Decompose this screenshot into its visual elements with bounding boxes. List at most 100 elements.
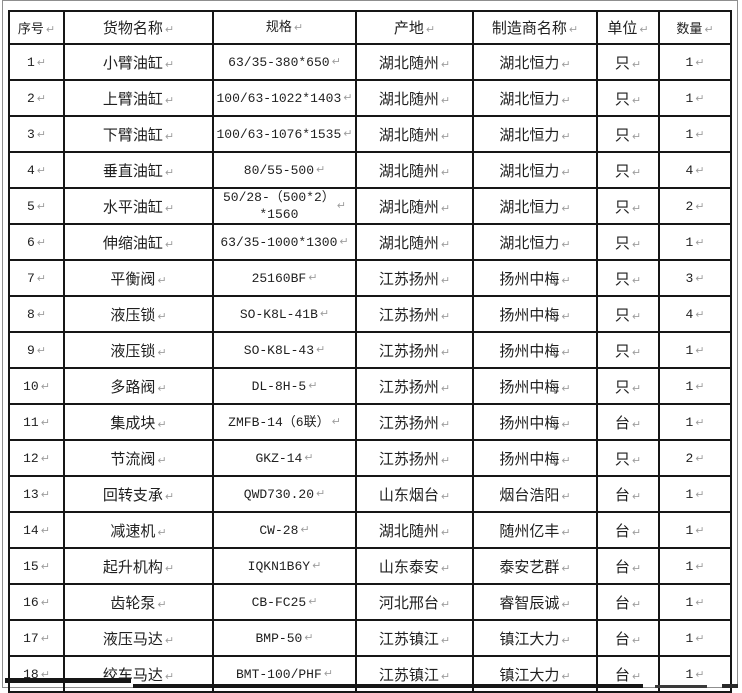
cell-qty[interactable]: 1 ↵: [658, 43, 732, 81]
cell-no[interactable]: 6 ↵: [8, 223, 65, 261]
cell-manufacturer[interactable]: 湖北恒力 ↵: [472, 115, 598, 153]
cell-manufacturer[interactable]: 镇江大力 ↵: [472, 619, 598, 657]
cell-qty[interactable]: 1 ↵: [658, 115, 732, 153]
cell-origin[interactable]: 山东泰安 ↵: [355, 547, 474, 585]
cell-origin[interactable]: 湖北随州 ↵: [355, 187, 474, 225]
cell-origin[interactable]: 山东烟台 ↵: [355, 475, 474, 513]
cell-manufacturer[interactable]: 湖北恒力 ↵: [472, 223, 598, 261]
column-header-manufacturer[interactable]: 制造商名称 ↵: [472, 10, 598, 45]
cell-unit[interactable]: 只 ↵: [596, 331, 660, 369]
cell-spec[interactable]: 80/55-500 ↵: [212, 151, 357, 189]
cell-qty[interactable]: 3 ↵: [658, 259, 732, 297]
cell-no[interactable]: 12 ↵: [8, 439, 65, 477]
cell-name[interactable]: 水平油缸 ↵: [63, 187, 214, 225]
cell-name[interactable]: 集成块 ↵: [63, 403, 214, 441]
cell-unit[interactable]: 台 ↵: [596, 619, 660, 657]
cell-manufacturer[interactable]: 湖北恒力 ↵: [472, 43, 598, 81]
cell-name[interactable]: 液压锁 ↵: [63, 331, 214, 369]
cell-origin[interactable]: 湖北随州 ↵: [355, 223, 474, 261]
cell-unit[interactable]: 台 ↵: [596, 655, 660, 693]
cell-spec[interactable]: GKZ-14 ↵: [212, 439, 357, 477]
cell-unit[interactable]: 台 ↵: [596, 475, 660, 513]
cell-manufacturer[interactable]: 烟台浩阳 ↵: [472, 475, 598, 513]
cell-spec[interactable]: IQKN1B6Y ↵: [212, 547, 357, 585]
column-header-quantity[interactable]: 数量 ↵: [658, 10, 732, 45]
cell-spec[interactable]: SO-K8L-41B ↵: [212, 295, 357, 333]
cell-qty[interactable]: 2 ↵: [658, 187, 732, 225]
cell-name[interactable]: 节流阀 ↵: [63, 439, 214, 477]
cell-unit[interactable]: 台 ↵: [596, 583, 660, 621]
cell-manufacturer[interactable]: 湖北恒力 ↵: [472, 187, 598, 225]
cell-name[interactable]: 多路阀 ↵: [63, 367, 214, 405]
cell-manufacturer[interactable]: 泰安艺群 ↵: [472, 547, 598, 585]
cell-unit[interactable]: 只 ↵: [596, 151, 660, 189]
cell-no[interactable]: 10 ↵: [8, 367, 65, 405]
cell-origin[interactable]: 湖北随州 ↵: [355, 79, 474, 117]
cell-unit[interactable]: 台 ↵: [596, 547, 660, 585]
cell-no[interactable]: 17 ↵: [8, 619, 65, 657]
cell-no[interactable]: 9 ↵: [8, 331, 65, 369]
cell-origin[interactable]: 河北邢台 ↵: [355, 583, 474, 621]
cell-spec[interactable]: BMP-50 ↵: [212, 619, 357, 657]
cell-qty[interactable]: 1 ↵: [658, 619, 732, 657]
cell-spec[interactable]: CB-FC25 ↵: [212, 583, 357, 621]
cell-qty[interactable]: 2 ↵: [658, 439, 732, 477]
cell-origin[interactable]: 湖北随州 ↵: [355, 43, 474, 81]
cell-qty[interactable]: 1 ↵: [658, 331, 732, 369]
cell-no[interactable]: 14 ↵: [8, 511, 65, 549]
column-header-spec[interactable]: 规格 ↵: [212, 10, 357, 45]
cell-spec[interactable]: 63/35-1000*1300 ↵: [212, 223, 357, 261]
column-header-unit[interactable]: 单位 ↵: [596, 10, 660, 45]
cell-no[interactable]: 18 ↵: [8, 655, 65, 693]
cell-unit[interactable]: 只 ↵: [596, 259, 660, 297]
cell-origin[interactable]: 湖北随州 ↵: [355, 115, 474, 153]
cell-name[interactable]: 小臂油缸 ↵: [63, 43, 214, 81]
column-header-origin[interactable]: 产地 ↵: [355, 10, 474, 45]
cell-qty[interactable]: 1 ↵: [658, 79, 732, 117]
cell-spec[interactable]: CW-28 ↵: [212, 511, 357, 549]
cell-qty[interactable]: 4 ↵: [658, 151, 732, 189]
cell-name[interactable]: 上臂油缸 ↵: [63, 79, 214, 117]
cell-manufacturer[interactable]: 扬州中梅 ↵: [472, 295, 598, 333]
cell-origin[interactable]: 江苏镇江 ↵: [355, 619, 474, 657]
cell-qty[interactable]: 1 ↵: [658, 223, 732, 261]
cell-qty[interactable]: 1 ↵: [658, 403, 732, 441]
cell-spec[interactable]: 50/28-（500*2） *1560↵: [212, 187, 357, 225]
cell-spec[interactable]: SO-K8L-43 ↵: [212, 331, 357, 369]
cell-qty[interactable]: 1 ↵: [658, 367, 732, 405]
cell-spec[interactable]: 100/63-1022*1403 ↵: [212, 79, 357, 117]
column-header-serial[interactable]: 序号 ↵: [8, 10, 65, 45]
cell-manufacturer[interactable]: 睿智辰诚 ↵: [472, 583, 598, 621]
cell-manufacturer[interactable]: 扬州中梅 ↵: [472, 403, 598, 441]
cell-name[interactable]: 下臂油缸 ↵: [63, 115, 214, 153]
cell-unit[interactable]: 只 ↵: [596, 295, 660, 333]
cell-qty[interactable]: 1 ↵: [658, 547, 732, 585]
cell-spec[interactable]: ZMFB-14（6联） ↵: [212, 403, 357, 441]
cell-no[interactable]: 2 ↵: [8, 79, 65, 117]
cell-manufacturer[interactable]: 扬州中梅 ↵: [472, 259, 598, 297]
cell-unit[interactable]: 只 ↵: [596, 187, 660, 225]
cell-no[interactable]: 13 ↵: [8, 475, 65, 513]
cell-unit[interactable]: 台 ↵: [596, 403, 660, 441]
cell-manufacturer[interactable]: 扬州中梅 ↵: [472, 331, 598, 369]
cell-unit[interactable]: 只 ↵: [596, 367, 660, 405]
cell-name[interactable]: 伸缩油缸 ↵: [63, 223, 214, 261]
cell-name[interactable]: 液压马达 ↵: [63, 619, 214, 657]
cell-origin[interactable]: 湖北随州 ↵: [355, 151, 474, 189]
cell-origin[interactable]: 江苏扬州 ↵: [355, 331, 474, 369]
cell-name[interactable]: 起升机构 ↵: [63, 547, 214, 585]
cell-no[interactable]: 1 ↵: [8, 43, 65, 81]
cell-unit[interactable]: 只 ↵: [596, 115, 660, 153]
cell-unit[interactable]: 台 ↵: [596, 511, 660, 549]
cell-origin[interactable]: 江苏扬州 ↵: [355, 259, 474, 297]
cell-no[interactable]: 3 ↵: [8, 115, 65, 153]
cell-no[interactable]: 7 ↵: [8, 259, 65, 297]
cell-manufacturer[interactable]: 随州亿丰 ↵: [472, 511, 598, 549]
cell-origin[interactable]: 江苏扬州 ↵: [355, 439, 474, 477]
cell-spec[interactable]: 63/35-380*650 ↵: [212, 43, 357, 81]
cell-name[interactable]: 平衡阀 ↵: [63, 259, 214, 297]
cell-name[interactable]: 齿轮泵 ↵: [63, 583, 214, 621]
cell-spec[interactable]: DL-8H-5 ↵: [212, 367, 357, 405]
cell-origin[interactable]: 湖北随州 ↵: [355, 511, 474, 549]
column-header-goods-name[interactable]: 货物名称 ↵: [63, 10, 214, 45]
